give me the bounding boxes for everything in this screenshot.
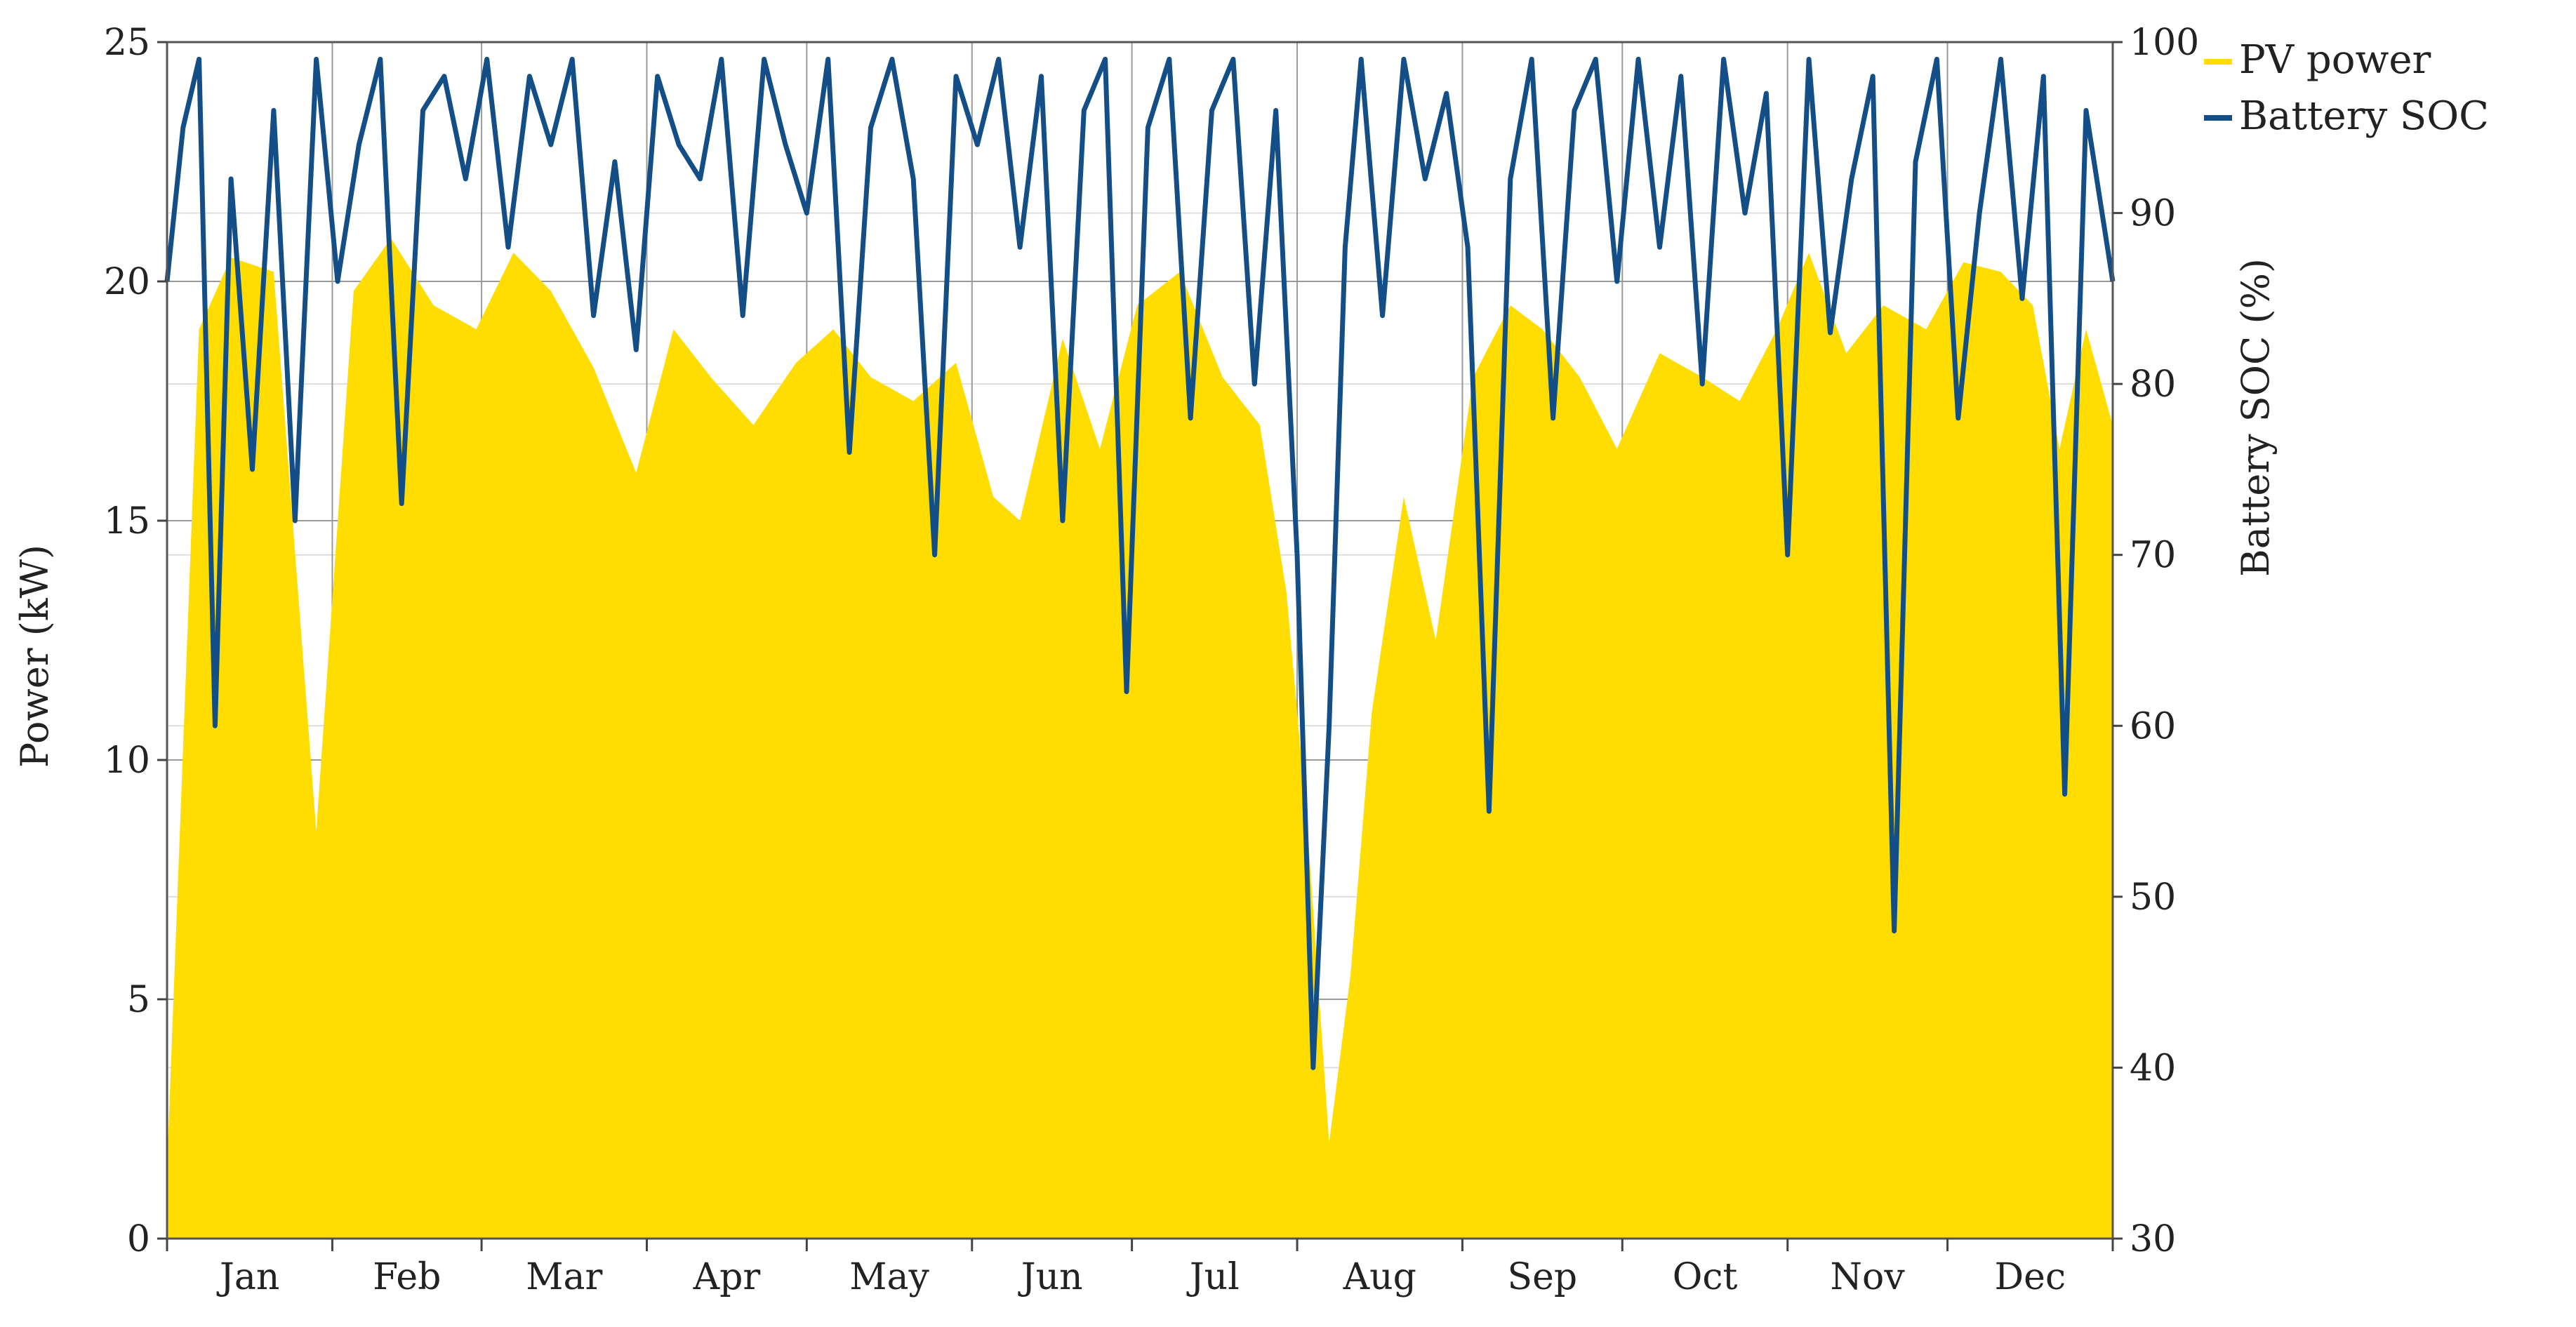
y2-tick-label-50: 50	[2130, 876, 2176, 919]
legend-label-pv-power: PV power	[2239, 37, 2431, 83]
x-tick-label-feb: Feb	[373, 1256, 441, 1298]
y2-tick-label-80: 80	[2130, 364, 2176, 406]
pv-power-area	[167, 238, 2113, 1239]
x-tick-label-nov: Nov	[1831, 1256, 1906, 1298]
x-tick-label-apr: Apr	[693, 1256, 761, 1298]
x-tick-label-sep: Sep	[1508, 1256, 1578, 1298]
x-tick-label-may: May	[849, 1256, 929, 1298]
x-tick-label-jun: Jun	[1018, 1256, 1083, 1298]
battery-soc-line	[164, 56, 2116, 1070]
y2-tick-label-100: 100	[2130, 22, 2199, 64]
x-tick-label-mar: Mar	[526, 1256, 602, 1298]
y2-tick-label-90: 90	[2130, 193, 2176, 235]
battery-soc-series	[164, 56, 2116, 1070]
y2-tick-label-30: 30	[2130, 1218, 2176, 1260]
y2-tick-label-60: 60	[2130, 705, 2176, 747]
y-tick-label-10: 10	[104, 740, 150, 782]
legend: PV power Battery SOC	[2204, 37, 2489, 139]
pv-power-series	[167, 238, 2113, 1239]
y-axis-left-title: Power (kW)	[13, 545, 57, 768]
x-tick-label-jan: Jan	[216, 1256, 279, 1298]
y2-tick-label-40: 40	[2130, 1047, 2176, 1089]
x-tick-label-dec: Dec	[1994, 1256, 2066, 1298]
axes-layer: 0 5 10 15 20 25 30 40 50 60 70 80 90 100 Jan Feb Mar Apr M…	[104, 22, 2199, 1298]
x-tick-label-aug: Aug	[1343, 1256, 1416, 1298]
y2-tick-label-70: 70	[2130, 535, 2176, 577]
y-tick-label-15: 15	[104, 500, 150, 542]
y-tick-label-0: 0	[127, 1218, 150, 1260]
y-tick-label-20: 20	[104, 261, 150, 303]
y-tick-label-25: 25	[104, 22, 150, 64]
y-tick-label-5: 5	[127, 979, 150, 1021]
x-tick-label-jul: Jul	[1186, 1256, 1240, 1298]
x-tick-label-oct: Oct	[1673, 1256, 1738, 1298]
y-axis-right-title: Battery SOC (%)	[2233, 258, 2278, 577]
legend-label-battery-soc: Battery SOC	[2239, 93, 2489, 139]
plot-frame	[166, 41, 2114, 1240]
